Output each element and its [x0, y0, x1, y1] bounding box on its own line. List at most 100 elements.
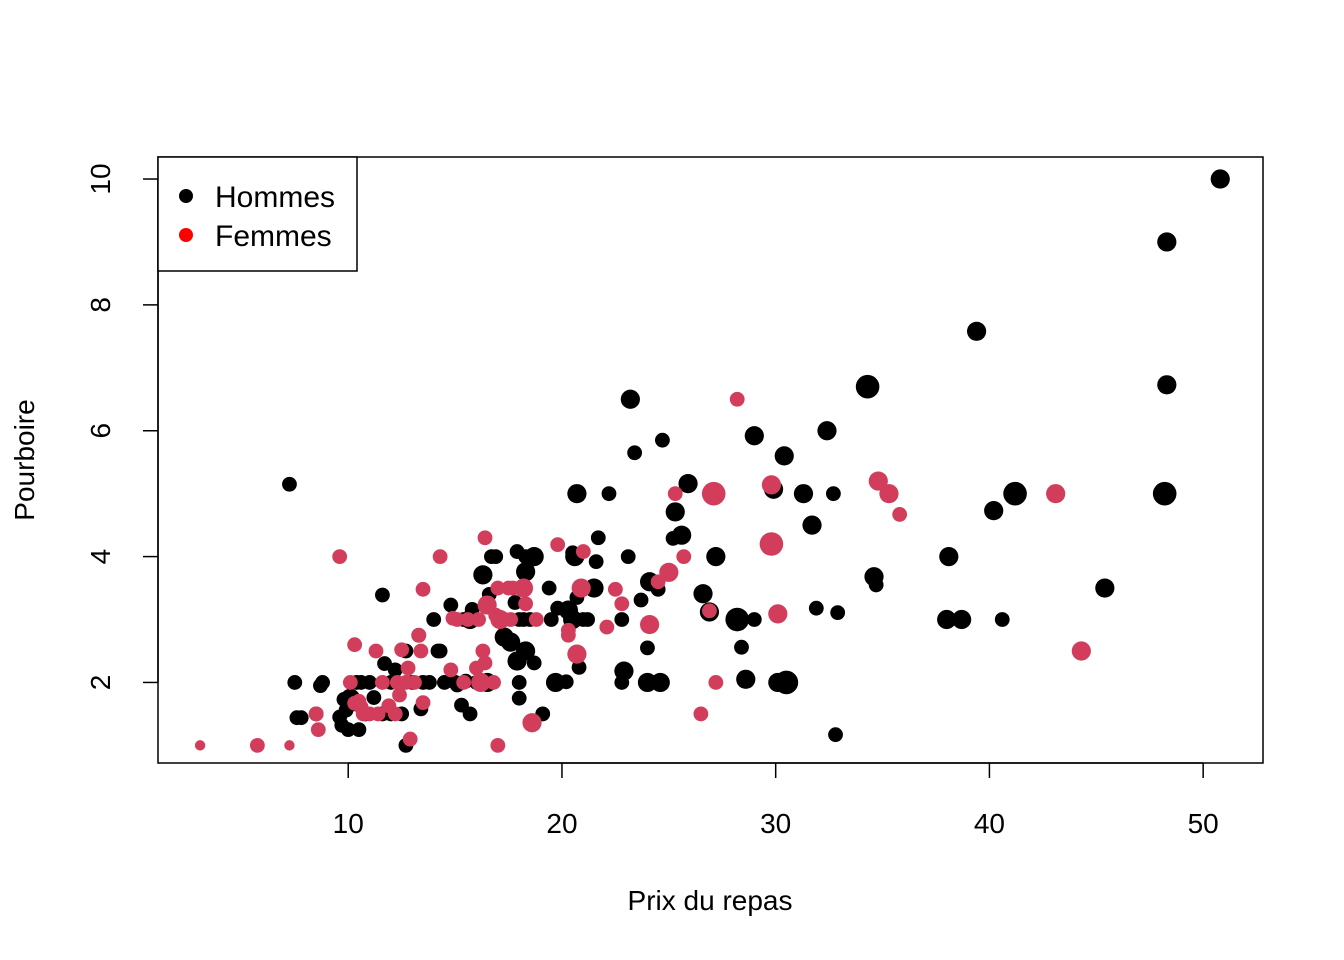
- point-hommes-72: [543, 612, 559, 627]
- x-tick-label-40: 40: [974, 808, 1005, 839]
- point-femmes-45: [490, 580, 506, 596]
- point-femmes-80: [1071, 641, 1091, 661]
- point-hommes-103: [665, 502, 685, 522]
- point-hommes-37: [437, 675, 452, 690]
- point-hommes-57: [507, 595, 523, 610]
- x-tick-label-20: 20: [546, 808, 577, 839]
- point-hommes-11: [340, 722, 356, 738]
- point-hommes-109: [725, 607, 750, 632]
- point-femmes-69: [702, 603, 717, 619]
- point-hommes-36: [432, 643, 448, 659]
- point-femmes-65: [659, 562, 679, 582]
- point-hommes-38: [443, 597, 459, 613]
- point-hommes-101: [655, 432, 670, 448]
- point-femmes-73: [761, 475, 782, 495]
- point-hommes-100: [650, 672, 670, 693]
- point-femmes-30: [443, 662, 459, 678]
- point-hommes-93: [620, 389, 640, 409]
- point-hommes-21: [377, 656, 392, 671]
- point-hommes-0: [282, 476, 297, 492]
- point-hommes-129: [939, 546, 959, 567]
- point-femmes-54: [550, 537, 566, 553]
- point-femmes-20: [394, 642, 410, 658]
- point-femmes-2: [284, 740, 295, 751]
- point-femmes-34: [460, 612, 476, 627]
- point-hommes-118: [793, 484, 814, 504]
- point-hommes-123: [828, 727, 843, 743]
- point-hommes-121: [817, 421, 837, 441]
- point-hommes-3: [293, 710, 309, 726]
- point-femmes-29: [432, 549, 448, 564]
- point-hommes-53: [488, 549, 504, 564]
- point-femmes-6: [342, 675, 358, 690]
- point-hommes-130: [952, 609, 972, 630]
- point-hommes-90: [614, 612, 630, 627]
- point-femmes-27: [415, 695, 431, 710]
- point-hommes-106: [693, 584, 713, 604]
- point-hommes-75: [558, 674, 574, 690]
- point-femmes-67: [676, 549, 692, 564]
- point-hommes-128: [937, 609, 957, 630]
- point-femmes-7: [347, 637, 363, 653]
- y-tick-label-6: 6: [85, 423, 116, 439]
- point-femmes-63: [639, 614, 660, 635]
- point-femmes-75: [768, 604, 788, 624]
- point-hommes-116: [774, 446, 794, 466]
- x-axis: 10 20 30 40 50: [333, 762, 1219, 839]
- point-hommes-1: [287, 675, 303, 690]
- point-femmes-15: [375, 675, 390, 690]
- y-tick-label-4: 4: [85, 549, 116, 565]
- point-hommes-18: [362, 675, 377, 690]
- point-femmes-56: [560, 622, 576, 638]
- point-hommes-132: [984, 501, 1004, 521]
- point-femmes-79: [1046, 484, 1066, 504]
- x-tick-label-50: 50: [1188, 808, 1219, 839]
- point-hommes-66: [516, 641, 536, 661]
- point-hommes-131: [966, 321, 987, 341]
- point-hommes-82: [571, 659, 587, 675]
- point-hommes-135: [1095, 578, 1115, 598]
- point-femmes-70: [701, 481, 726, 506]
- point-hommes-136: [1152, 481, 1177, 506]
- point-femmes-44: [490, 737, 506, 753]
- point-femmes-1: [249, 737, 265, 753]
- x-axis-title: Prix du repas: [628, 885, 793, 916]
- point-femmes-60: [599, 619, 615, 635]
- point-femmes-37: [471, 672, 491, 693]
- point-hommes-95: [633, 592, 649, 608]
- point-hommes-111: [736, 669, 756, 689]
- y-tick-label-8: 8: [85, 297, 116, 313]
- point-femmes-5: [332, 549, 348, 564]
- legend-label-hommes: Hommes: [215, 181, 335, 214]
- point-femmes-66: [667, 486, 683, 502]
- point-femmes-72: [729, 391, 745, 407]
- point-hommes-49: [473, 565, 493, 585]
- point-hommes-86: [588, 554, 604, 570]
- point-femmes-71: [708, 675, 724, 690]
- point-femmes-50: [513, 578, 534, 598]
- legend-marker-hommes: [179, 189, 193, 203]
- point-hommes-15: [351, 722, 367, 738]
- point-femmes-0: [194, 740, 206, 751]
- point-hommes-112: [744, 426, 764, 446]
- point-femmes-46: [490, 609, 510, 630]
- point-femmes-76: [868, 471, 888, 491]
- point-femmes-52: [522, 713, 542, 733]
- point-hommes-59: [511, 690, 527, 706]
- point-hommes-19: [366, 690, 382, 705]
- point-femmes-36: [471, 612, 486, 627]
- point-hommes-113: [746, 612, 762, 627]
- point-femmes-39: [477, 530, 493, 546]
- point-femmes-13: [368, 643, 384, 659]
- point-femmes-24: [407, 675, 422, 690]
- x-tick-label-10: 10: [333, 808, 364, 839]
- point-femmes-4: [310, 722, 326, 738]
- x-tick-label-30: 30: [760, 808, 791, 839]
- point-femmes-28: [415, 581, 431, 597]
- point-femmes-59: [575, 544, 591, 559]
- point-femmes-32: [449, 612, 465, 627]
- legend-label-femmes: Femmes: [215, 220, 332, 253]
- point-hommes-88: [601, 486, 617, 502]
- point-femmes-68: [693, 706, 709, 722]
